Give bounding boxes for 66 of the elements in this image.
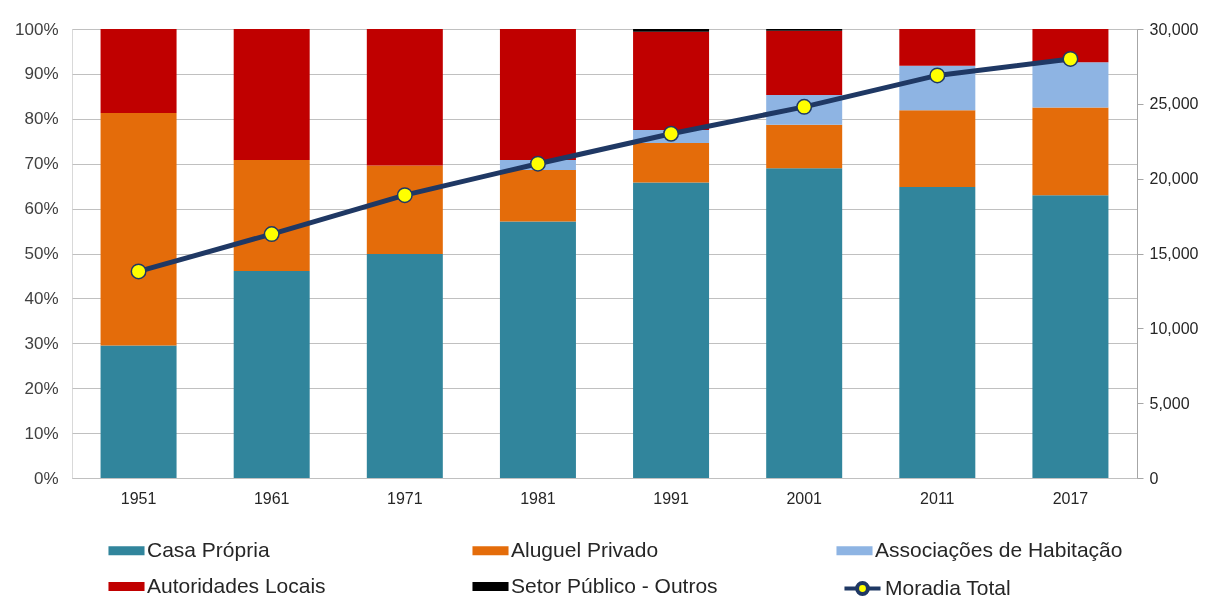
bar — [366, 29, 443, 166]
legend-label: Associações de Habitação — [875, 537, 1123, 561]
bar — [366, 165, 443, 254]
y2-tick-label: 15,000 — [1149, 245, 1199, 262]
point — [529, 155, 546, 172]
bar — [633, 182, 710, 478]
y2-tick-label: 10,000 — [1149, 319, 1199, 337]
bar — [1032, 107, 1109, 196]
bar — [499, 29, 576, 161]
bar — [100, 112, 177, 346]
bar — [233, 29, 310, 161]
bar — [766, 124, 843, 169]
x-tick-label: 1951 — [120, 489, 157, 507]
y2-tick-label: 20,000 — [1149, 170, 1199, 188]
y-tick-label: 50% — [24, 244, 59, 263]
point — [929, 67, 946, 84]
bar — [633, 31, 710, 131]
bar — [633, 29, 710, 32]
legend-label: Casa Própria — [147, 537, 270, 561]
x-tick-label: 2011 — [920, 489, 955, 507]
y2-tick-label: 25,000 — [1149, 95, 1199, 113]
legend-label: Setor Público - Outros — [511, 573, 718, 596]
bar — [766, 30, 843, 95]
y-tick-label: 40% — [24, 288, 59, 308]
bar — [100, 345, 177, 478]
y-tick-label: 100% — [15, 19, 59, 39]
bar — [899, 187, 976, 478]
bar — [899, 29, 976, 66]
bar — [499, 221, 576, 478]
x-tick-label: 1971 — [387, 489, 423, 507]
bar — [233, 160, 310, 272]
point — [663, 125, 680, 142]
y-tick-label: 0% — [33, 468, 59, 488]
y-tick-label: 20% — [24, 378, 59, 398]
y2-tick-label: 5,000 — [1149, 394, 1190, 412]
y2-tick-label: 0 — [1149, 469, 1159, 487]
y-tick-label: 60% — [24, 199, 59, 219]
bar — [1032, 29, 1109, 63]
bar — [233, 271, 310, 478]
bar — [899, 110, 976, 188]
legend-label: Autoridades Locais — [147, 573, 326, 596]
point — [1062, 50, 1079, 67]
y2-tick-label: 30,000 — [1149, 20, 1199, 38]
x-tick-label: 1961 — [253, 489, 290, 507]
point — [796, 98, 813, 115]
x-tick-label: 1981 — [520, 489, 556, 507]
point — [263, 226, 280, 243]
y-tick-label: 30% — [24, 333, 59, 353]
point — [130, 263, 147, 280]
legend-label: Aluguel Privado — [511, 537, 659, 561]
y-tick-label: 70% — [24, 154, 59, 174]
y-tick-label: 80% — [24, 109, 59, 129]
bar — [1032, 62, 1109, 108]
x-tick-label: 1991 — [653, 489, 689, 507]
point — [396, 187, 413, 204]
bar — [766, 168, 843, 478]
bar — [499, 169, 576, 222]
x-tick-label: 2001 — [786, 489, 823, 507]
bar — [1032, 195, 1109, 478]
y-tick-label: 10% — [24, 423, 59, 443]
x-tick-label: 2017 — [1052, 489, 1089, 507]
bar — [366, 253, 443, 478]
bar — [100, 29, 177, 113]
bar — [633, 143, 710, 183]
y-tick-label: 90% — [24, 64, 59, 84]
legend-label: Moradia Total — [885, 575, 1011, 596]
